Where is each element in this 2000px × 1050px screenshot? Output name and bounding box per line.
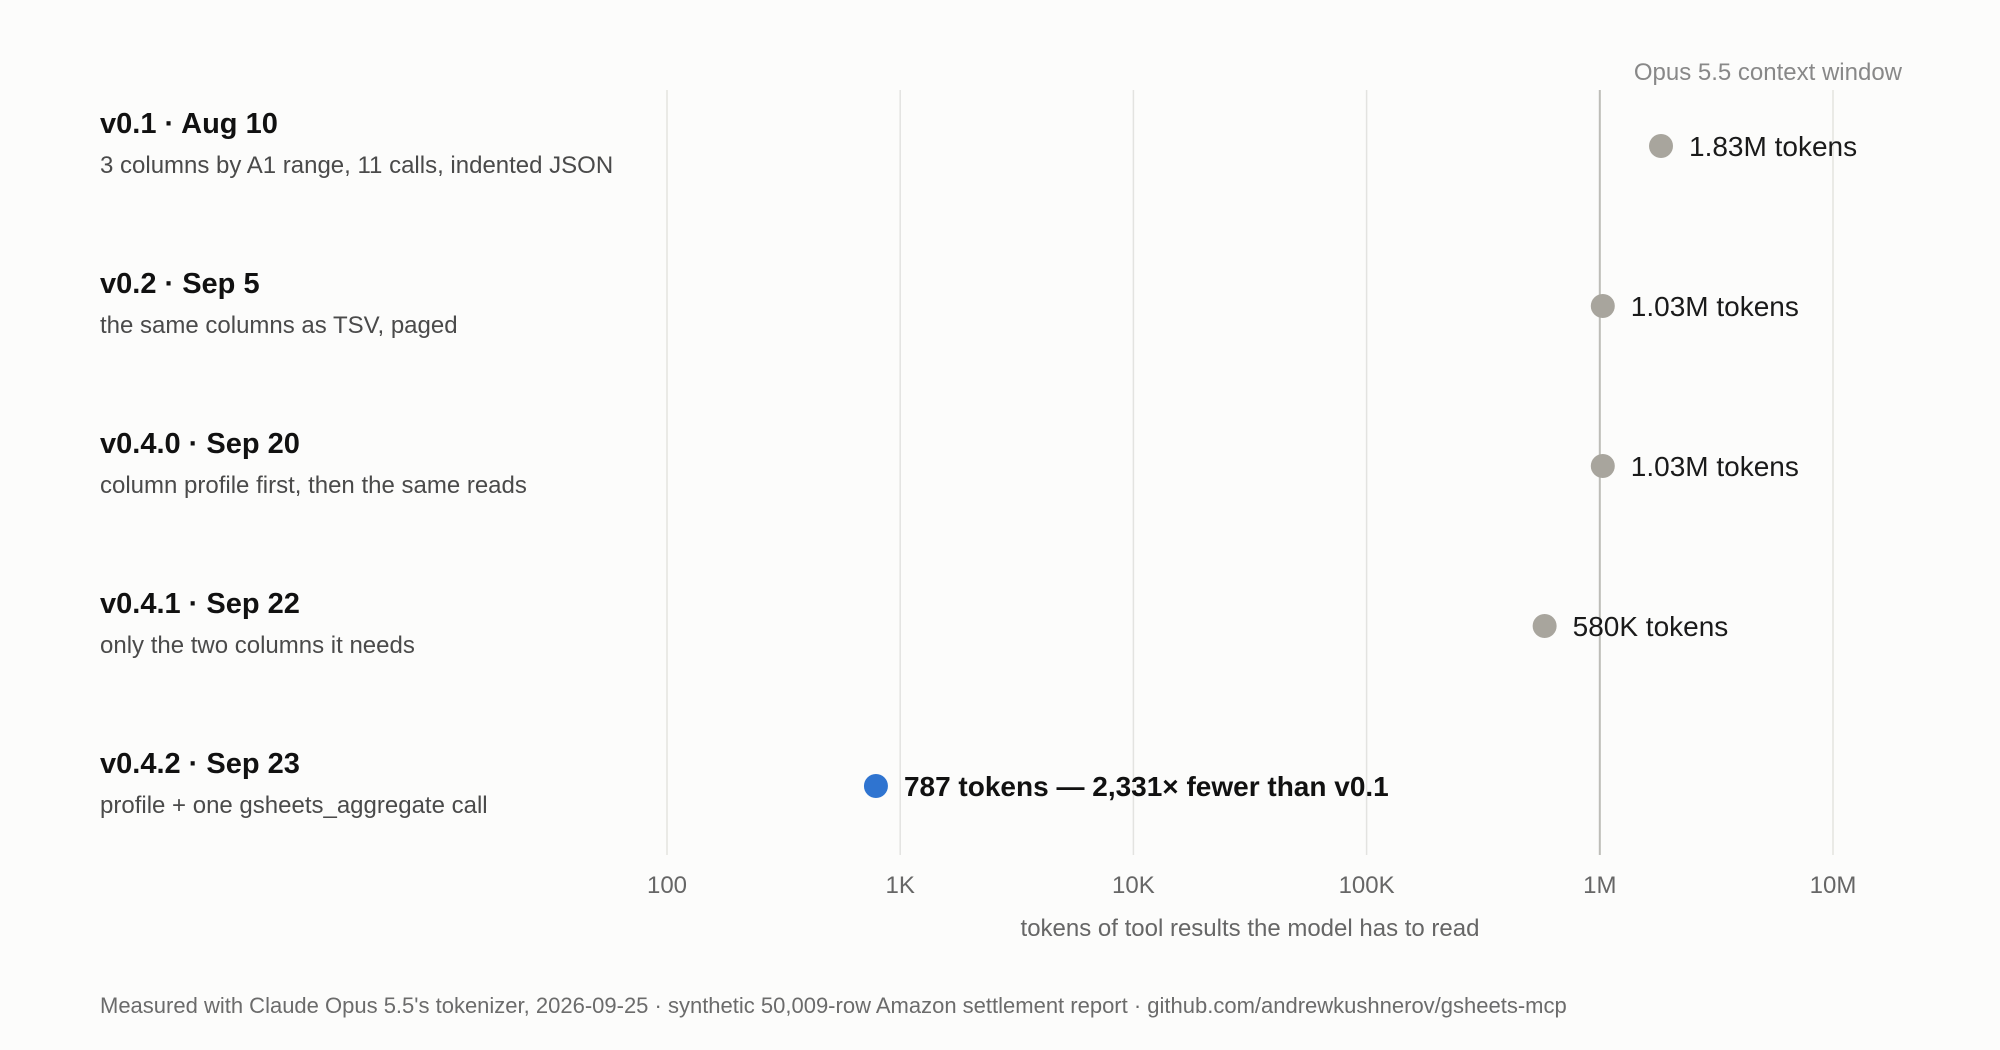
x-axis-ticks: 100 1K 10K 100K 1M 10M	[647, 872, 1856, 899]
row-description: the same columns as TSV, paged	[100, 312, 458, 339]
rows-layer: v0.1 · Aug 10 3 columns by A1 range, 11 c…	[100, 108, 1857, 819]
data-point-label: 787 tokens — 2,331× fewer than v0.1	[904, 771, 1389, 802]
x-tick-label: 100K	[1339, 872, 1395, 899]
row-description: only the two columns it needs	[100, 632, 415, 659]
x-tick-label: 1M	[1583, 872, 1616, 899]
x-tick-label: 100	[647, 872, 687, 899]
context-window-label: Opus 5.5 context window	[1634, 59, 1903, 86]
x-tick-label: 1K	[886, 872, 915, 899]
data-point-label: 580K tokens	[1573, 611, 1729, 642]
highlight-data-point	[863, 774, 888, 798]
x-tick-label: 10K	[1112, 872, 1155, 899]
row-title: v0.4.1 · Sep 22	[100, 588, 300, 620]
data-point	[1649, 134, 1674, 158]
row-title: v0.4.2 · Sep 23	[100, 748, 300, 780]
row-title: v0.4.0 · Sep 20	[100, 428, 300, 460]
row-description: 3 columns by A1 range, 11 calls, indente…	[100, 152, 613, 179]
row-title: v0.2 · Sep 5	[100, 268, 260, 300]
x-axis-title: tokens of tool results the model has to …	[1021, 915, 1480, 942]
row-4: v0.4.2 · Sep 23 profile + one gsheets_agg…	[100, 748, 1389, 819]
data-point-label: 1.83M tokens	[1689, 131, 1857, 162]
data-point	[1532, 614, 1557, 638]
footnote: Measured with Claude Opus 5.5's tokenize…	[100, 993, 1567, 1018]
row-3: v0.4.1 · Sep 22 only the two columns it n…	[100, 588, 1728, 659]
x-tick-label: 10M	[1810, 872, 1857, 899]
row-2: v0.4.0 · Sep 20 column profile first, the…	[100, 428, 1799, 499]
row-title: v0.1 · Aug 10	[100, 108, 278, 140]
row-0: v0.1 · Aug 10 3 columns by A1 range, 11 c…	[100, 108, 1857, 179]
data-point-label: 1.03M tokens	[1631, 451, 1799, 482]
data-point	[1590, 454, 1615, 478]
data-point-label: 1.03M tokens	[1631, 291, 1799, 322]
row-description: profile + one gsheets_aggregate call	[100, 792, 488, 819]
row-description: column profile first, then the same read…	[100, 472, 527, 499]
data-point	[1590, 294, 1615, 318]
row-1: v0.2 · Sep 5 the same columns as TSV, pag…	[100, 268, 1799, 339]
